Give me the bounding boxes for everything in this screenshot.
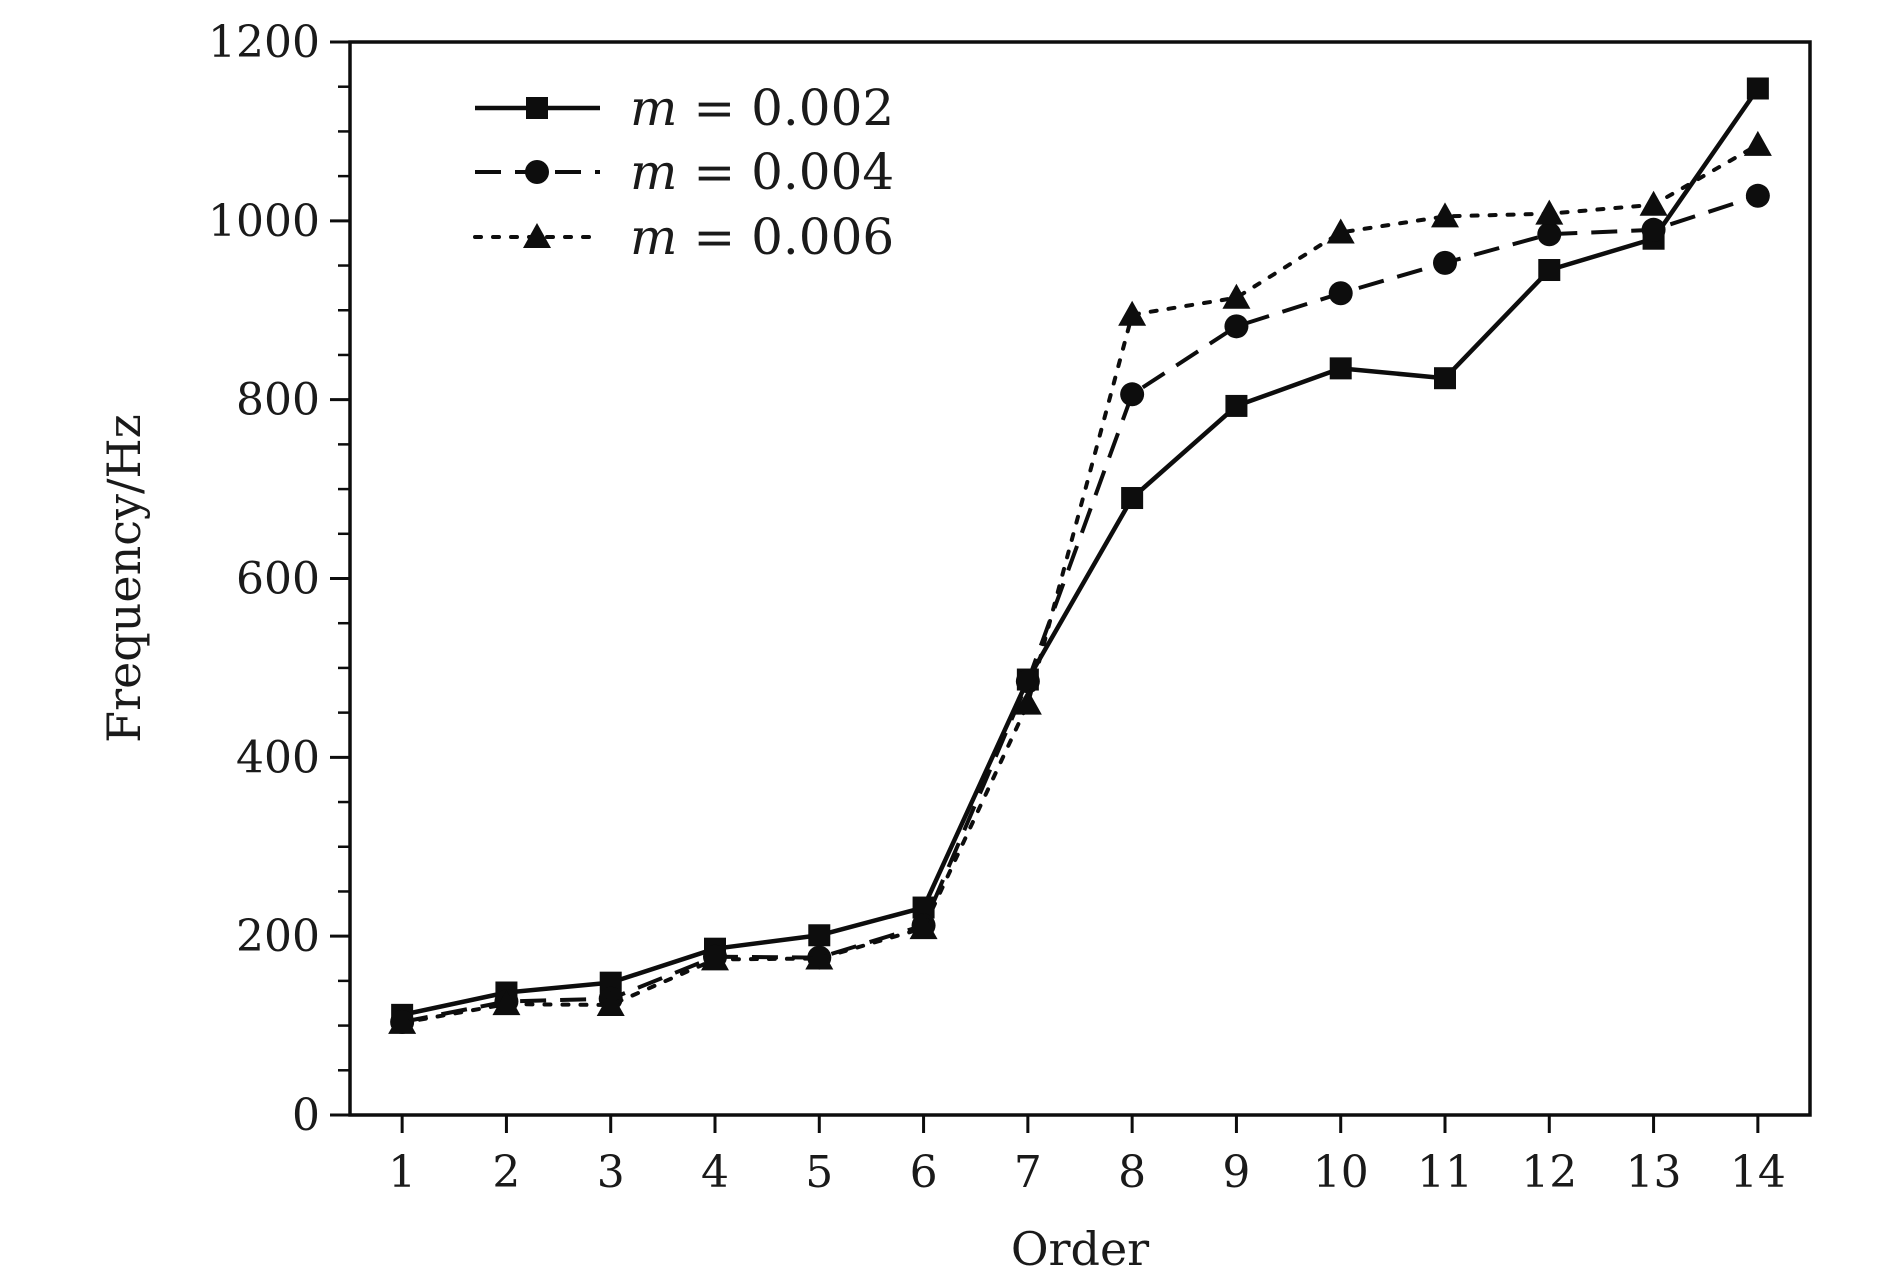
data-point [1328,281,1353,306]
series-triangle [388,130,1772,1034]
x-tick-label: 6 [910,1147,938,1198]
plot-frame [348,40,1812,1117]
x-tick-label: 8 [1118,1147,1146,1198]
data-point [1222,283,1251,309]
series-square [391,77,1769,1026]
x-tick-label: 9 [1222,1147,1250,1198]
x-tick-label: 10 [1313,1147,1369,1198]
data-point [805,944,834,970]
data-point [1746,77,1769,100]
data-point [1118,300,1147,326]
data-point [1121,487,1144,510]
series-circle [390,183,1770,1035]
data-point [912,896,935,919]
legend-entry: m = 0.004 [475,143,894,201]
data-point [1013,689,1042,715]
data-point [1326,218,1355,244]
y-tick-label: 800 [236,375,320,426]
x-tick-label: 14 [1730,1147,1786,1198]
data-point [1329,357,1352,380]
x-tick-label: 1 [388,1147,416,1198]
y-tick-label: 0 [292,1090,320,1141]
x-tick-label: 4 [701,1147,729,1198]
data-point [1745,183,1770,208]
legend-entry: m = 0.002 [475,79,894,137]
data-point [1535,199,1564,225]
y-tick-label: 400 [236,732,320,783]
data-point [492,990,521,1016]
y-tick-label: 600 [236,554,320,605]
y-axis: 0 200 400 600 800 1000 1200 [208,17,350,1141]
legend-label: m = 0.002 [630,79,894,137]
x-tick-label: 13 [1626,1147,1682,1198]
legend-marker [526,97,548,119]
legend-label: m = 0.006 [630,208,894,266]
x-tick-label: 12 [1521,1147,1577,1198]
x-axis: 1 2 3 4 5 6 7 8 9 10 11 12 13 14 [388,1115,1786,1198]
legend-marker [525,160,549,184]
data-point [388,1008,417,1034]
y-axis-label: Frequency/Hz [97,414,151,743]
plot-border [348,40,1812,1117]
data-point [909,914,938,940]
series-layer [388,77,1772,1035]
data-point [1120,382,1145,407]
x-tick-label: 3 [597,1147,625,1198]
y-tick-label: 1200 [208,17,320,68]
data-point [1225,394,1248,417]
x-tick-label: 5 [805,1147,833,1198]
legend-marker [523,223,551,248]
x-axis-label: Order [1011,1222,1149,1276]
series-line [400,142,1760,1025]
y-tick-label: 200 [236,911,320,962]
series-line [401,193,1759,1024]
data-point [1537,222,1562,247]
y-tick-label: 1000 [208,196,320,247]
data-point [1434,367,1456,390]
series-line [401,87,1760,1018]
data-point [808,924,831,947]
legend-label: m = 0.004 [630,143,894,201]
data-point [1538,259,1561,282]
data-point [596,991,625,1017]
x-tick-label: 7 [1014,1147,1042,1198]
data-point [1431,202,1459,228]
data-point [1639,190,1668,216]
data-point [1641,217,1666,242]
data-point [1743,130,1772,156]
data-point [1433,250,1457,275]
legend: m = 0.002 m = 0.004 m = 0.006 [473,79,894,266]
x-tick-label: 11 [1417,1147,1473,1198]
legend-entry: m = 0.006 [473,208,894,266]
data-point [1224,314,1249,339]
data-point [701,945,729,971]
x-tick-label: 2 [492,1147,520,1198]
